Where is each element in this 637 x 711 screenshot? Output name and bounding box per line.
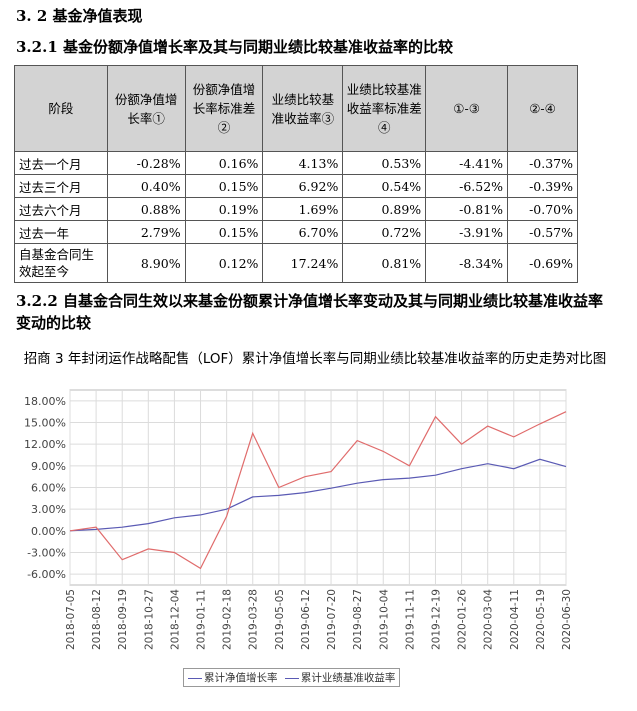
table-cell: 8.90% <box>106 243 186 283</box>
section-title: 3. 2 基金净值表现 <box>16 7 143 25</box>
subsection-title-performance: 3.2.1 基金份额净值增长率及其与同期业绩比较基准收益率的比较 <box>16 38 453 56</box>
y-tick-label: 12.00% <box>24 438 66 451</box>
performance-table: 阶段 份额净值增长率① 份额净值增长率标准差② 业绩比较基准收益率③ 业绩比较基… <box>14 65 578 283</box>
table-cell: -0.70% <box>507 197 578 221</box>
table-row: 过去三个月 0.40% 0.15% 6.92% 0.54% -6.52% -0.… <box>14 174 578 198</box>
header-nav-growth: 份额净值增长率① <box>106 65 186 152</box>
legend-swatch-nav <box>188 677 202 679</box>
x-tick-label: 2020-01-26 <box>457 589 469 650</box>
table-cell: 0.19% <box>184 197 264 221</box>
x-tick-label: 2020-06-30 <box>561 589 573 650</box>
series-line-2 <box>69 411 567 570</box>
x-tick-label: 2019-11-11 <box>404 589 416 650</box>
table-cell: 过去一年 <box>14 220 108 244</box>
header-nav-growth-std: 份额净值增长率标准差② <box>184 65 264 152</box>
header-diff-2-4: ②-④ <box>507 65 578 152</box>
table-cell: -8.34% <box>425 243 509 283</box>
table-cell: 1.69% <box>262 197 344 221</box>
x-tick-label: 2019-06-12 <box>300 589 312 650</box>
table-cell: 0.16% <box>184 151 264 175</box>
table-cell: 6.92% <box>262 174 344 198</box>
table-cell: 17.24% <box>262 243 344 283</box>
table-cell: 自基金合同生效起至今 <box>14 243 108 283</box>
chart-legend: 累计净值增长率 累计业绩基准收益率 <box>183 668 401 687</box>
line-chart: 18.00% 15.00% 12.00% 9.00% 6.00% 3.00% 0.00% -3… <box>24 389 573 650</box>
table-cell: 0.15% <box>184 220 264 244</box>
subsection-title-chart: 3.2.2 自基金合同生效以来基金份额累计净值增长率变动及其与同期业绩比较基准收… <box>16 292 603 332</box>
legend-swatch-benchmark <box>284 677 299 679</box>
y-tick-label: 0.00% <box>31 525 66 538</box>
series-line-1 <box>69 458 567 532</box>
table-cell: 6.70% <box>262 220 344 244</box>
y-tick-label: 15.00% <box>24 417 66 430</box>
table-row: 过去一年 2.79% 0.15% 6.70% 0.72% -3.91% -0.5… <box>14 220 578 244</box>
x-tick-label: 2018-09-19 <box>117 589 129 650</box>
table-cell: -0.28% <box>106 151 186 175</box>
y-tick-label: -3.00% <box>27 547 66 560</box>
table-cell: -4.41% <box>425 151 509 175</box>
table-cell: 0.72% <box>342 220 427 244</box>
x-tick-label: 2019-07-20 <box>326 589 338 650</box>
table-cell: -0.69% <box>507 243 578 283</box>
header-benchmark-std: 业绩比较基准收益率标准差④ <box>342 65 427 152</box>
table-row: 过去六个月 0.88% 0.19% 1.69% 0.89% -0.81% -0.… <box>14 197 578 221</box>
table-cell: -6.52% <box>425 174 509 198</box>
x-tick-label: 2019-01-11 <box>196 589 208 650</box>
y-tick-label: 6.00% <box>31 482 66 495</box>
table-cell: 0.81% <box>342 243 427 283</box>
x-tick-label: 2020-03-04 <box>483 589 495 650</box>
y-tick-label: 9.00% <box>31 460 66 473</box>
table-cell: 0.15% <box>184 174 264 198</box>
y-tick-label: 18.00% <box>24 395 66 408</box>
table-cell: 0.53% <box>342 151 427 175</box>
x-tick-label: 2020-04-11 <box>509 589 521 650</box>
x-tick-label: 2018-08-12 <box>91 589 103 650</box>
x-tick-label: 2019-10-04 <box>378 589 390 650</box>
table-cell: -0.37% <box>507 151 578 175</box>
chart-title: 招商 3 年封闭运作战略配售（LOF）累计净值增长率与同期业绩比较基准收益率的历… <box>23 351 607 367</box>
x-tick-label: 2020-05-19 <box>535 589 547 650</box>
table-cell: 0.88% <box>106 197 186 221</box>
table-row: 过去一个月 -0.28% 0.16% 4.13% 0.53% -4.41% -0… <box>14 151 578 175</box>
x-tick-label: 2019-12-19 <box>430 589 442 650</box>
y-tick-label: -6.00% <box>27 568 66 581</box>
table-row: 自基金合同生效起至今 8.90% 0.12% 17.24% 0.81% -8.3… <box>14 243 578 283</box>
table-cell: 过去六个月 <box>14 197 108 221</box>
x-tick-label: 2018-12-04 <box>169 589 181 650</box>
legend-label-nav: 累计净值增长率 <box>204 672 278 684</box>
table-cell: -3.91% <box>425 220 509 244</box>
header-benchmark-return: 业绩比较基准收益率③ <box>262 65 344 152</box>
table-cell: 过去三个月 <box>14 174 108 198</box>
table-cell: -0.39% <box>507 174 578 198</box>
table-cell: -0.57% <box>507 220 578 244</box>
table-cell: 0.54% <box>342 174 427 198</box>
x-tick-label: 2019-02-18 <box>222 589 234 650</box>
legend-label-benchmark: 累计业绩基准收益率 <box>300 672 396 684</box>
table-cell: 0.89% <box>342 197 427 221</box>
x-tick-label: 2019-03-28 <box>248 589 260 650</box>
x-tick-label: 2018-10-27 <box>143 589 155 650</box>
header-period: 阶段 <box>14 65 108 152</box>
table-cell: 2.79% <box>106 220 186 244</box>
table-cell: -0.81% <box>425 197 509 221</box>
header-diff-1-3: ①-③ <box>425 65 509 152</box>
x-tick-label: 2019-08-27 <box>352 589 364 650</box>
x-tick-label: 2019-05-05 <box>274 589 286 650</box>
y-tick-label: 3.00% <box>31 503 66 516</box>
table-cell: 过去一个月 <box>14 151 108 175</box>
table-cell: 0.40% <box>106 174 186 198</box>
table-header-row: 阶段 份额净值增长率① 份额净值增长率标准差② 业绩比较基准收益率③ 业绩比较基… <box>14 65 578 152</box>
table-cell: 4.13% <box>262 151 344 175</box>
x-tick-label: 2018-07-05 <box>65 589 77 650</box>
table-cell: 0.12% <box>184 243 264 283</box>
